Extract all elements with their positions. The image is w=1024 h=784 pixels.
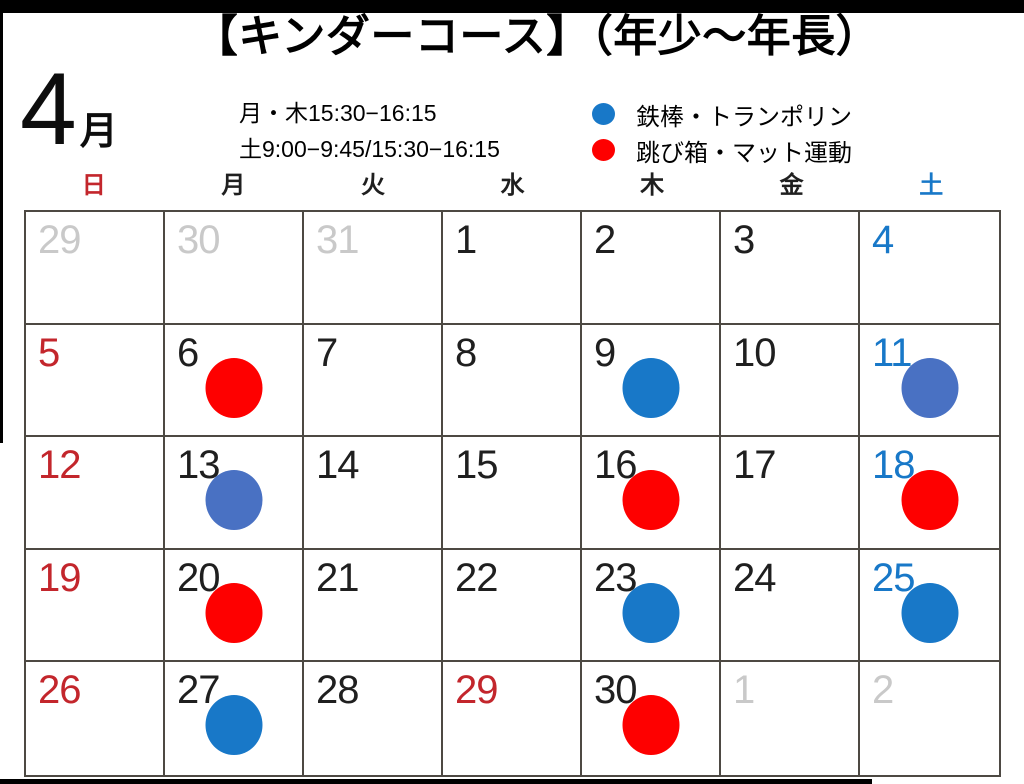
calendar-cell: 26 bbox=[26, 662, 165, 775]
calendar-cell: 16 bbox=[582, 437, 721, 550]
calendar-cell: 29 bbox=[26, 212, 165, 325]
lightblue-lesson-dot-icon bbox=[205, 470, 262, 531]
calendar-grid: 29 30 31 1 2 3 4 5 6 7 8 9 10 11 12 13 14 15 16 17 18 19 20 21 2… bbox=[24, 210, 1001, 777]
month-number: 4 bbox=[20, 52, 77, 166]
date-number: 3 bbox=[733, 218, 755, 262]
calendar-cell: 14 bbox=[304, 437, 443, 550]
date-number: 29 bbox=[38, 218, 81, 262]
calendar-cell: 13 bbox=[165, 437, 304, 550]
date-number: 11 bbox=[872, 330, 913, 375]
date-number: 8 bbox=[455, 330, 477, 375]
blue-lesson-dot-icon bbox=[622, 582, 679, 643]
top-border-bar bbox=[0, 0, 1024, 13]
date-number: 17 bbox=[733, 443, 776, 488]
date-number: 7 bbox=[316, 330, 338, 375]
blue-lesson-dot-icon bbox=[622, 357, 679, 418]
calendar-cell: 31 bbox=[304, 212, 443, 325]
calendar-cell: 6 bbox=[165, 324, 304, 438]
bottom-border-bar bbox=[0, 779, 872, 784]
weekday-header-fri: 金 bbox=[779, 172, 804, 199]
blue-dot-icon bbox=[592, 103, 615, 125]
calendar-cell: 18 bbox=[860, 437, 999, 550]
date-number: 14 bbox=[316, 443, 359, 488]
date-number: 29 bbox=[455, 668, 498, 713]
date-number: 2 bbox=[872, 668, 894, 713]
calendar-cell: 29 bbox=[443, 662, 582, 775]
calendar-cell: 28 bbox=[304, 662, 443, 775]
date-number: 5 bbox=[38, 330, 60, 375]
calendar-cell: 5 bbox=[26, 324, 165, 438]
page-title: 【キンダーコース】（年少～年長） bbox=[193, 12, 881, 61]
weekday-header-thu: 木 bbox=[640, 172, 665, 199]
left-border-bar bbox=[0, 13, 3, 443]
date-number: 10 bbox=[733, 330, 776, 375]
calendar-cell: 19 bbox=[26, 549, 165, 663]
calendar-cell: 8 bbox=[443, 324, 582, 438]
month-label: 4 月 bbox=[20, 58, 118, 160]
weekday-header-row: 日月火水木金土 bbox=[24, 171, 1001, 201]
date-number: 21 bbox=[316, 555, 359, 600]
legend: 鉄棒・トランポリン 跳び箱・マット運動 bbox=[592, 96, 852, 168]
weekday-header-sat: 土 bbox=[919, 172, 944, 199]
date-number: 24 bbox=[733, 555, 776, 600]
date-number: 22 bbox=[455, 555, 498, 600]
schedule-line-weekday: 月・木15:30−16:15 bbox=[239, 100, 437, 126]
calendar-cell: 1 bbox=[721, 662, 860, 775]
calendar-cell: 1 bbox=[443, 212, 582, 325]
weekday-header-mon: 月 bbox=[221, 172, 246, 199]
calendar-cell: 23 bbox=[582, 549, 721, 663]
date-number: 19 bbox=[38, 555, 81, 600]
calendar-cell: 15 bbox=[443, 437, 582, 550]
date-number: 26 bbox=[38, 668, 81, 713]
calendar-cell: 22 bbox=[443, 549, 582, 663]
schedule-line-saturday: 土9:00−9:45/15:30−16:15 bbox=[239, 136, 500, 162]
calendar-cell: 25 bbox=[860, 550, 999, 663]
calendar-cell: 24 bbox=[721, 549, 860, 663]
red-dot-icon bbox=[592, 139, 615, 161]
date-number: 12 bbox=[38, 443, 81, 488]
calendar-cell: 17 bbox=[721, 437, 860, 550]
red-lesson-dot-icon bbox=[901, 470, 958, 531]
red-lesson-dot-icon bbox=[622, 695, 679, 756]
date-number: 15 bbox=[455, 443, 498, 488]
date-number: 2 bbox=[594, 218, 616, 262]
date-number: 1 bbox=[733, 668, 755, 713]
date-number: 30 bbox=[177, 218, 220, 262]
weekday-header-sun: 日 bbox=[81, 172, 106, 199]
blue-lesson-dot-icon bbox=[205, 695, 262, 756]
calendar-cell: 10 bbox=[721, 324, 860, 438]
calendar-cell: 2 bbox=[582, 212, 721, 325]
legend-label: 跳び箱・マット運動 bbox=[636, 139, 852, 167]
date-number: 6 bbox=[177, 330, 199, 375]
calendar-cell: 2 bbox=[860, 662, 999, 775]
date-number: 31 bbox=[316, 218, 359, 262]
red-lesson-dot-icon bbox=[205, 582, 262, 643]
calendar-cell: 3 bbox=[721, 212, 860, 325]
calendar-cell: 21 bbox=[304, 549, 443, 663]
schedule-times: 月・木15:30−16:15 土9:00−9:45/15:30−16:15 bbox=[239, 95, 500, 167]
date-number: 9 bbox=[594, 330, 616, 375]
red-lesson-dot-icon bbox=[622, 470, 679, 531]
calendar-cell: 7 bbox=[304, 324, 443, 438]
legend-item: 鉄棒・トランポリン bbox=[592, 96, 852, 132]
date-number: 1 bbox=[455, 218, 477, 262]
calendar-cell: 12 bbox=[26, 437, 165, 550]
calendar-cell: 27 bbox=[165, 662, 304, 775]
legend-label: 鉄棒・トランポリン bbox=[636, 103, 852, 131]
month-kanji: 月 bbox=[79, 111, 118, 153]
calendar-cell: 11 bbox=[860, 325, 999, 438]
calendar-cell: 30 bbox=[165, 212, 304, 325]
blue-lesson-dot-icon bbox=[901, 582, 958, 643]
date-number: 28 bbox=[316, 668, 359, 713]
weekday-header-tue: 火 bbox=[360, 172, 385, 199]
legend-item: 跳び箱・マット運動 bbox=[592, 132, 852, 168]
calendar-cell: 9 bbox=[582, 324, 721, 438]
date-number: 4 bbox=[872, 218, 894, 262]
calendar-cell: 4 bbox=[860, 212, 999, 325]
lightblue-lesson-dot-icon bbox=[901, 357, 958, 418]
weekday-header-wed: 水 bbox=[500, 172, 525, 199]
calendar-cell: 30 bbox=[582, 662, 721, 775]
calendar-cell: 20 bbox=[165, 549, 304, 663]
red-lesson-dot-icon bbox=[205, 357, 262, 418]
